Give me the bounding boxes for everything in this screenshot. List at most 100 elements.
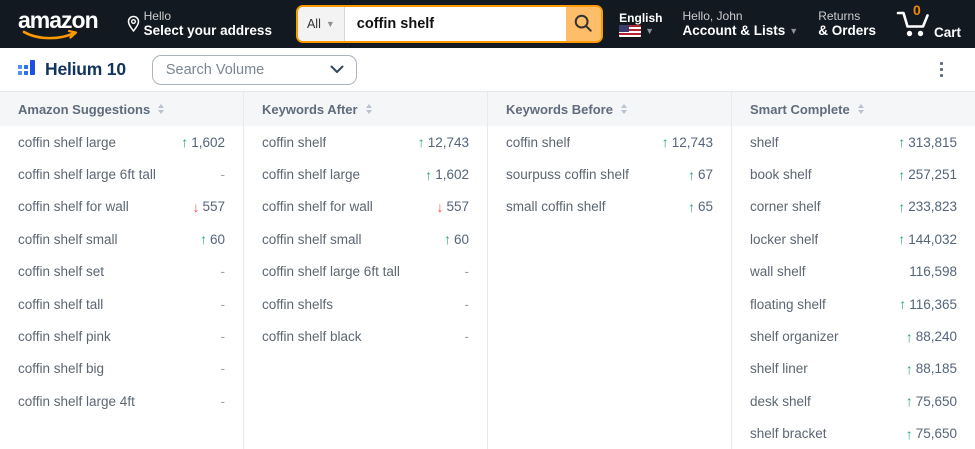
keyword-row[interactable]: coffin shelf set - — [0, 256, 243, 288]
returns-label: Returns — [818, 8, 861, 23]
keyword-row[interactable]: desk shelf ↑ 75,650 — [732, 385, 975, 417]
keyword-text: shelf liner — [750, 361, 808, 377]
keyword-row[interactable]: coffin shelf ↑ 12,743 — [488, 126, 731, 158]
volume-number: - — [464, 264, 470, 280]
helium10-toolbar: Helium 10 Search Volume — [0, 48, 975, 91]
volume-number: 88,185 — [915, 361, 957, 377]
keyword-row[interactable]: shelf ↑ 313,815 — [732, 126, 975, 158]
up-trend-icon: ↑ — [199, 231, 207, 248]
keyword-text: shelf organizer — [750, 329, 839, 345]
search-volume-value: ↑ 75,650 — [906, 394, 957, 409]
search-button[interactable] — [565, 7, 602, 41]
search-volume-value: ↑ 12,743 — [418, 135, 469, 150]
volume-number: 88,240 — [915, 329, 957, 345]
keyword-row[interactable]: coffin shelf big - — [0, 353, 243, 385]
deliver-hello-label: Hello — [143, 8, 171, 23]
returns-orders-button[interactable]: Returns & Orders — [818, 9, 876, 40]
search-bar: All ▼ — [295, 5, 604, 43]
chevron-down-icon: ▼ — [645, 26, 655, 36]
column-header-label: Keywords After — [262, 101, 358, 117]
keyword-row[interactable]: corner shelf ↑ 233,823 — [732, 191, 975, 223]
keyword-row[interactable]: coffin shelf small ↑ 60 — [244, 223, 487, 255]
keyword-row[interactable]: coffin shelf black - — [244, 320, 487, 352]
volume-number: 65 — [697, 199, 713, 215]
keyword-row[interactable]: coffin shelf for wall ↓ 557 — [244, 191, 487, 223]
column-header[interactable]: Keywords Before — [488, 92, 731, 126]
keyword-text: coffin shelfs — [262, 296, 334, 312]
keyword-text: sourpuss coffin shelf — [506, 167, 629, 183]
up-trend-icon: ↑ — [181, 134, 189, 151]
search-volume-value: - — [221, 167, 226, 182]
sort-icon[interactable] — [365, 104, 372, 114]
keyword-row[interactable]: locker shelf ↑ 144,032 — [732, 223, 975, 255]
search-input[interactable] — [344, 7, 566, 41]
keyword-row[interactable]: wall shelf 116,598 — [732, 256, 975, 288]
search-volume-value: ↓ 557 — [192, 199, 225, 214]
sort-icon[interactable] — [158, 104, 165, 114]
deliver-to-button[interactable]: Hello Select your address — [120, 5, 278, 44]
keyword-row[interactable]: shelf liner ↑ 88,185 — [732, 353, 975, 385]
volume-number: 60 — [209, 231, 225, 247]
search-volume-value: ↑ 1,602 — [425, 167, 469, 182]
flag-icon — [619, 25, 642, 37]
volume-number: 257,251 — [908, 167, 957, 183]
column-header[interactable]: Amazon Suggestions — [0, 92, 243, 126]
kebab-menu-icon[interactable] — [936, 58, 947, 81]
search-volume-value: - — [465, 329, 470, 344]
volume-number: 557 — [202, 199, 225, 215]
sort-icon[interactable] — [620, 104, 627, 114]
keyword-row[interactable]: small coffin shelf ↑ 65 — [488, 191, 731, 223]
keyword-column: Smart Complete shelf ↑ 313,815 book shelf ↑ 25… — [731, 92, 975, 449]
keyword-row[interactable]: coffin shelf small ↑ 60 — [0, 223, 243, 255]
keyword-text: coffin shelf small — [262, 231, 362, 247]
search-category-dropdown[interactable]: All ▼ — [297, 7, 345, 41]
amazon-logo[interactable]: amazon — [10, 5, 106, 43]
cart-label: Cart — [933, 25, 961, 40]
language-selector[interactable]: English ▼ — [619, 11, 663, 37]
helium10-logo[interactable]: Helium 10 — [18, 57, 126, 82]
keyword-text: corner shelf — [750, 199, 821, 215]
keyword-row[interactable]: book shelf ↑ 257,251 — [732, 158, 975, 190]
search-category-label: All — [306, 17, 321, 31]
deliver-address-label: Select your address — [143, 23, 272, 39]
keyword-row[interactable]: coffin shelf tall - — [0, 288, 243, 320]
volume-number: 60 — [453, 231, 469, 247]
up-trend-icon: ↑ — [899, 296, 907, 313]
keyword-row[interactable]: coffin shelf large ↑ 1,602 — [0, 126, 243, 158]
keyword-row[interactable]: coffin shelf large 6ft tall - — [0, 158, 243, 190]
amazon-header: amazon Hello Select your address All ▼ — [0, 0, 975, 48]
keyword-row[interactable]: coffin shelf ↑ 12,743 — [244, 126, 487, 158]
search-volume-value: ↑ 257,251 — [898, 167, 957, 182]
sort-up-arrow — [857, 104, 864, 108]
account-lists-label: Account & Lists — [682, 23, 786, 39]
keyword-row[interactable]: coffin shelf for wall ↓ 557 — [0, 191, 243, 223]
helium10-brand-name: Helium 10 — [45, 59, 126, 79]
keyword-row[interactable]: sourpuss coffin shelf ↑ 67 — [488, 158, 731, 190]
account-menu[interactable]: Hello, John Account & Lists ▼ — [683, 9, 799, 40]
cart-count-badge: 0 — [912, 2, 921, 18]
keyword-row[interactable]: coffin shelf large ↑ 1,602 — [244, 158, 487, 190]
keyword-row[interactable]: coffin shelf large 6ft tall - — [244, 256, 487, 288]
keyword-row[interactable]: shelf bracket ↑ 75,650 — [732, 418, 975, 449]
up-trend-icon: ↑ — [898, 231, 906, 248]
sort-up-arrow — [620, 104, 627, 108]
keyword-row[interactable]: coffin shelf large 4ft - — [0, 385, 243, 417]
search-volume-value: - — [221, 297, 226, 312]
keyword-row[interactable]: coffin shelfs - — [244, 288, 487, 320]
sort-icon[interactable] — [857, 104, 864, 114]
chevron-down-icon: ▼ — [325, 19, 335, 29]
chevron-down-icon — [330, 62, 344, 78]
search-volume-value: ↑ 75,650 — [906, 426, 957, 441]
keyword-row[interactable]: floating shelf ↑ 116,365 — [732, 288, 975, 320]
metric-dropdown[interactable]: Search Volume — [151, 54, 357, 85]
column-header[interactable]: Smart Complete — [732, 92, 975, 126]
keyword-text: coffin shelf for wall — [18, 199, 129, 215]
cart-button[interactable]: 0 Cart — [896, 2, 961, 43]
keyword-row[interactable]: shelf organizer ↑ 88,240 — [732, 320, 975, 352]
volume-number: - — [220, 296, 226, 312]
chevron-down-icon: ▼ — [789, 26, 799, 37]
column-header[interactable]: Keywords After — [244, 92, 487, 126]
keyword-text: small coffin shelf — [506, 199, 606, 215]
keyword-row[interactable]: coffin shelf pink - — [0, 320, 243, 352]
volume-number: 12,743 — [671, 134, 713, 150]
